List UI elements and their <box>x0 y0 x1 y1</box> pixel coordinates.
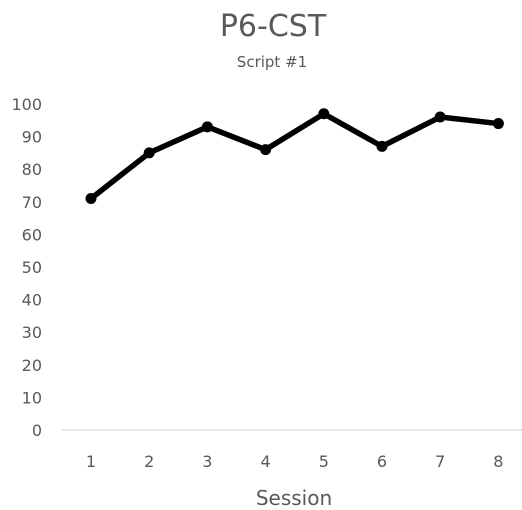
x-tick-label: 7 <box>435 452 445 471</box>
data-point <box>435 112 446 123</box>
x-tick-label: 1 <box>86 452 96 471</box>
data-point <box>144 147 155 158</box>
x-tick-label: 8 <box>493 452 503 471</box>
y-axis-tick-labels: 0 10 20 30 40 50 60 70 80 90 100 <box>11 95 42 440</box>
data-point <box>493 118 504 129</box>
y-tick-label: 10 <box>22 388 42 407</box>
series-layer <box>86 108 504 204</box>
chart-title: P6-CST <box>220 9 327 44</box>
data-point <box>377 141 388 152</box>
x-tick-label: 6 <box>377 452 387 471</box>
y-tick-label: 40 <box>22 291 42 310</box>
y-tick-label: 70 <box>22 193 42 212</box>
x-axis-tick-labels: 1 2 3 4 5 6 7 8 <box>86 452 504 471</box>
data-point <box>202 121 213 132</box>
y-tick-label: 20 <box>22 356 42 375</box>
y-tick-label: 80 <box>22 160 42 179</box>
y-tick-label: 0 <box>32 421 42 440</box>
chart-subtitle: Script #1 <box>237 53 307 71</box>
y-tick-label: 90 <box>22 128 42 147</box>
data-point <box>86 193 97 204</box>
y-tick-label: 50 <box>22 258 42 277</box>
x-tick-label: 5 <box>319 452 329 471</box>
x-tick-label: 2 <box>144 452 154 471</box>
x-tick-label: 4 <box>261 452 271 471</box>
y-tick-label: 60 <box>22 225 42 244</box>
x-tick-label: 3 <box>202 452 212 471</box>
y-tick-label: 100 <box>11 95 42 114</box>
data-point <box>318 108 329 119</box>
x-axis-title: Session <box>256 486 332 510</box>
data-point <box>260 144 271 155</box>
y-tick-label: 30 <box>22 323 42 342</box>
